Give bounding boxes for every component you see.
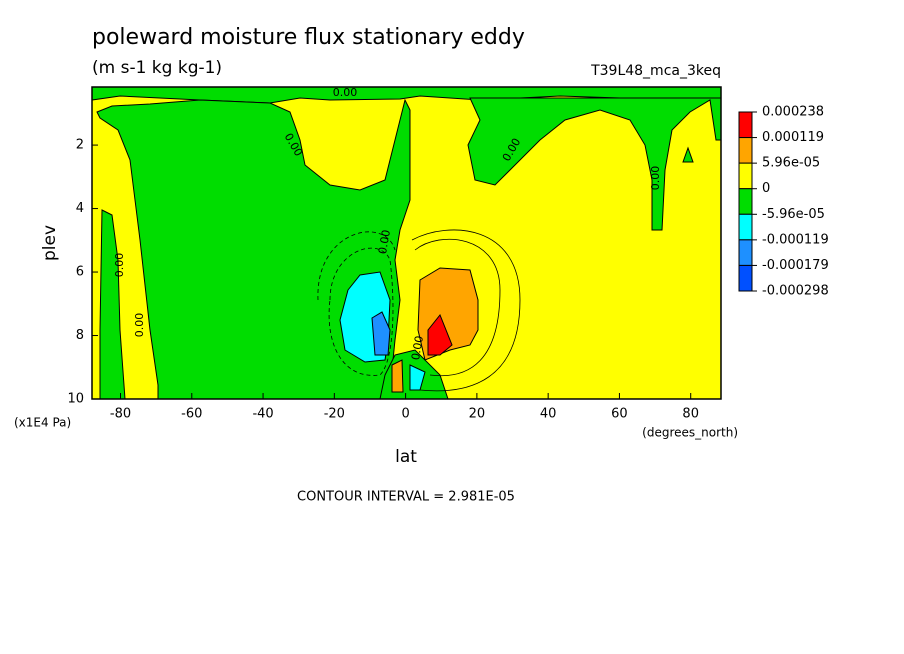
y-tick-label: 8 [76,328,84,343]
colorbar-box [738,239,753,266]
contour-label: 0.00 [333,86,358,99]
y-tick-label: 2 [76,138,84,153]
colorbar-box [738,111,753,139]
x-tick-label: -40 [252,407,273,422]
y-tick-label: 6 [76,265,84,280]
footnote: CONTOUR INTERVAL = 2.981E-05 [297,490,515,505]
x-tick-label: 20 [469,407,486,422]
contour-label: 0.00 [133,313,146,338]
contour-line [328,247,394,376]
chart-title: poleward moisture flux stationary eddy [92,25,525,50]
contour-label: 0.00 [649,166,662,191]
colorbar-box [738,137,753,164]
y-tick-label: 10 [67,392,84,407]
y-tick-label: 4 [76,201,84,216]
y-axis-units: (x1E4 Pa) [14,416,71,430]
x-tick-label: 40 [540,407,557,422]
x-tick-label: 0 [401,407,409,422]
chart-subtitle: (m s-1 kg kg-1) [92,58,222,78]
colorbar-label: 5.96e-05 [762,156,820,171]
colorbar-label: -5.96e-05 [762,207,825,222]
colorbar-label: -0.000179 [762,258,829,273]
contour-region [96,98,411,400]
x-tick-label: 80 [682,407,699,422]
x-tick-label: -60 [181,407,202,422]
colorbar-label: -0.000298 [762,284,829,299]
contour-region [391,359,404,393]
colorbar-label: -0.000119 [762,232,829,247]
colorbar-label: 0.000119 [762,130,824,145]
y-axis-label: plev [40,225,60,261]
colorbar-box [738,188,753,215]
contour-region [99,209,126,400]
x-tick-label: -80 [110,407,131,422]
contour-region [427,314,453,356]
contour-line [317,231,396,301]
colorbar-box [738,213,753,241]
contour-line [411,229,521,392]
contour-region [371,311,391,356]
contour-region [682,146,694,163]
colorbar-box [738,264,753,292]
colorbar-label: 0 [762,181,770,196]
colorbar-label: 0.000238 [762,105,824,120]
plot-area: 0.000.000.00 0.000.000.000.000.00 [91,86,722,400]
contour-label: 0.00 [113,253,126,278]
contour-line [414,238,501,377]
x-tick-label: -20 [324,407,345,422]
x-axis-label: lat [395,447,417,467]
dataset-label: T39L48_mca_3keq [590,63,721,79]
contour-label: 0.00 [376,229,393,255]
contour-label: 0.00 [409,335,426,361]
plot-frame [91,86,722,400]
x-tick-label: 60 [611,407,628,422]
contour-region [467,97,722,231]
x-axis-units: (degrees_north) [642,426,738,440]
colorbar-box [738,162,753,190]
